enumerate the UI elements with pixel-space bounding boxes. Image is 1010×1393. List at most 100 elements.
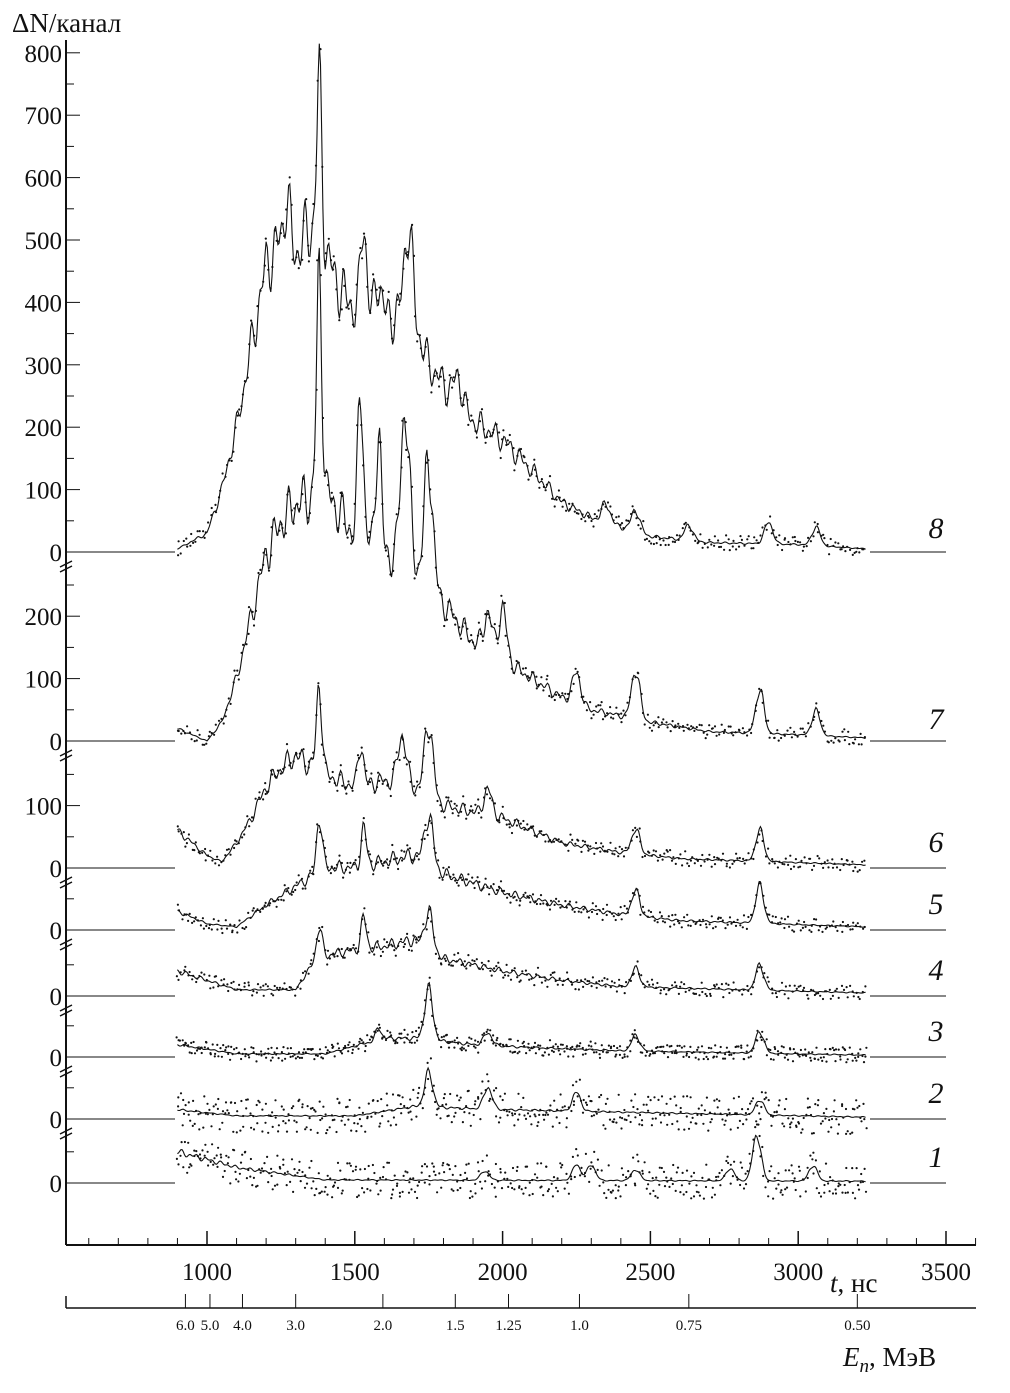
data-point [679,985,682,988]
data-point [441,878,444,881]
data-point [198,1128,201,1131]
data-point [773,862,776,865]
data-point [502,817,505,820]
data-point [346,947,349,950]
data-point [660,1045,663,1048]
data-point [319,1118,322,1122]
axis-break [59,565,73,573]
data-point [453,1039,456,1042]
data-point [378,1026,381,1029]
data-point [452,613,455,616]
data-point [682,1055,685,1058]
data-point [607,1164,610,1167]
data-point [193,1154,196,1158]
data-point [430,920,433,923]
data-point [503,1177,506,1180]
data-point [386,1161,389,1164]
data-point [701,853,704,857]
data-point [312,1180,315,1183]
data-point [770,532,773,535]
data-point [248,825,251,828]
axis-break [59,943,73,951]
data-point [804,925,807,929]
data-point [734,731,737,734]
data-point [787,863,790,867]
data-point [831,858,834,861]
data-point [826,543,829,547]
data-point [195,980,198,984]
data-point [338,854,341,857]
data-point [769,1058,773,1061]
data-point [440,593,443,596]
data-point [676,1044,679,1047]
data-point [366,1034,369,1037]
data-point [619,523,622,527]
data-point [246,1098,249,1101]
data-point [561,905,564,908]
data-point [652,1052,655,1055]
data-point [624,1184,628,1187]
data-point [676,920,680,923]
data-point [799,727,802,730]
data-point [600,701,603,704]
data-point [846,545,849,548]
data-point [772,529,775,532]
data-point [340,947,343,951]
data-point [627,1114,630,1117]
data-point [427,741,430,744]
data-point [846,1191,850,1194]
data-point [426,833,429,837]
data-point [821,1059,824,1062]
data-point [777,1053,780,1056]
data-point [612,1120,615,1124]
data-point [281,987,284,990]
data-point [771,1115,775,1118]
data-point [799,1048,803,1052]
data-point [326,866,329,869]
data-point [738,729,741,732]
data-point [840,548,843,551]
data-point [450,1188,453,1191]
data-point [433,530,436,533]
data-point [469,964,472,967]
data-point [384,546,387,549]
data-point [696,859,700,863]
data-point [402,267,405,270]
data-point [252,1047,255,1050]
data-point [393,1174,396,1177]
data-point [373,1171,376,1175]
data-point [675,984,678,988]
data-point [598,909,601,912]
data-point [223,1169,226,1173]
data-point [496,1036,499,1040]
data-point [654,1195,657,1198]
data-point [344,786,347,789]
data-point [247,1168,250,1172]
data-point [822,866,825,870]
data-point [728,1053,731,1056]
data-point [495,637,498,640]
data-point [499,1042,502,1045]
data-point [764,524,767,527]
data-point [745,927,749,931]
data-point [713,1112,716,1115]
data-point [769,515,772,518]
data-point [445,1103,448,1106]
data-point [647,1183,650,1186]
data-point [687,1127,691,1130]
data-point [326,1049,329,1052]
data-point [246,815,249,818]
data-point [203,1046,206,1049]
data-point [190,1052,193,1055]
data-point [638,827,641,830]
data-point [756,1039,759,1042]
data-point [747,915,750,919]
data-point [413,577,416,580]
data-point [782,1046,785,1049]
data-point [392,761,396,764]
data-point [186,545,189,548]
data-point [666,1180,669,1183]
fit-curve [177,43,866,550]
